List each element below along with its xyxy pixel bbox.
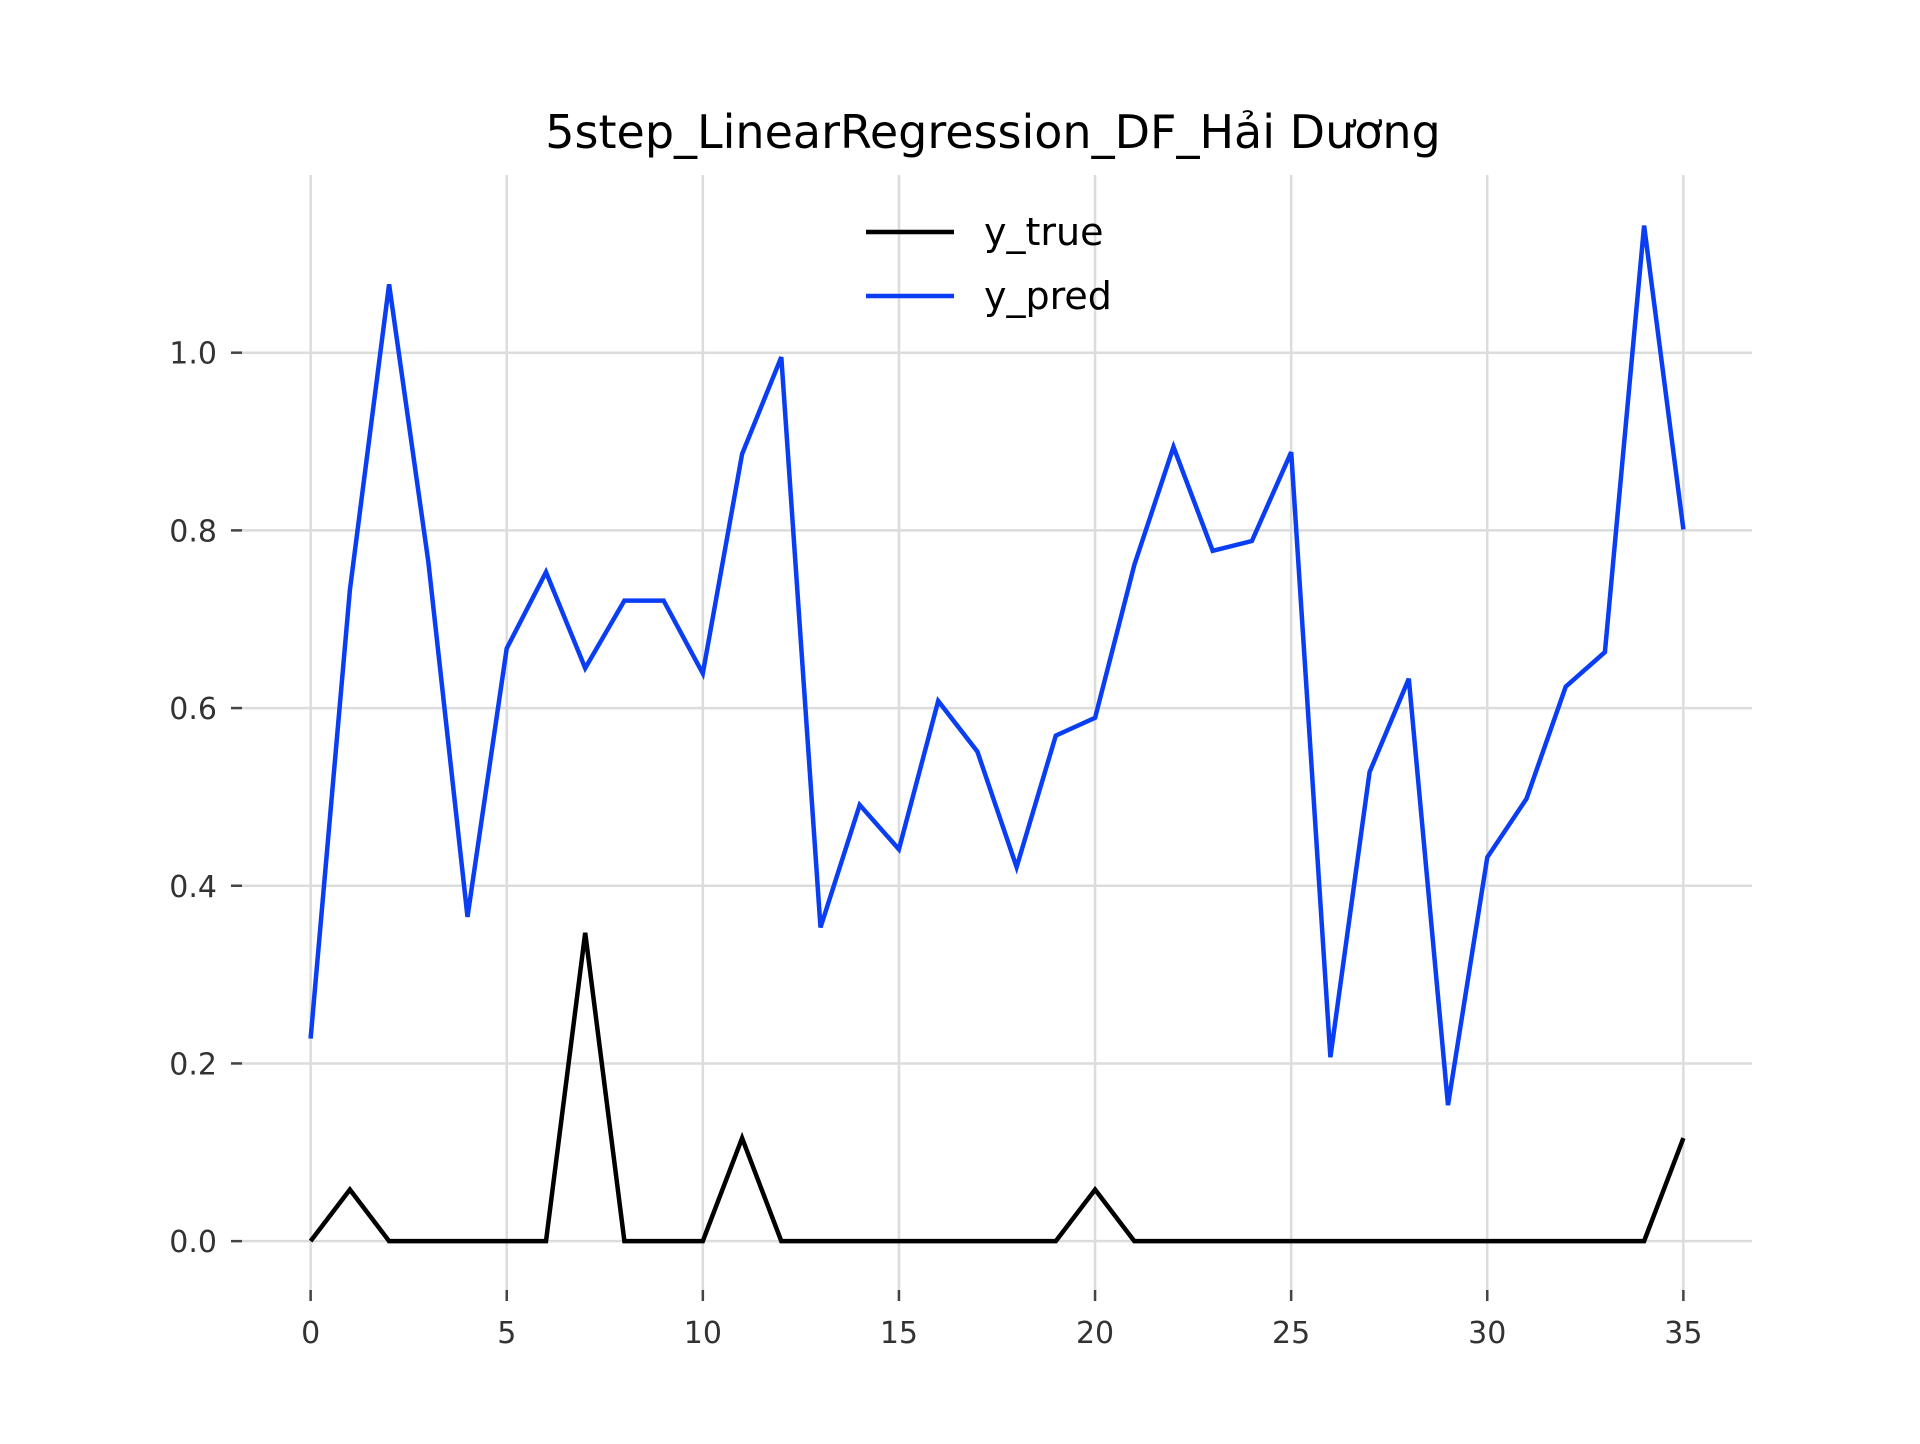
x-tick-label: 20 <box>1076 1316 1114 1351</box>
x-tick-label: 0 <box>301 1316 320 1351</box>
y-tick-label: 0.6 <box>169 692 217 727</box>
legend-label-y-pred: y_pred <box>984 274 1112 318</box>
series-line-y-true <box>308 932 1686 1244</box>
legend-label-y-true: y_true <box>984 210 1103 254</box>
grid <box>242 175 1752 1290</box>
x-tick-label: 10 <box>684 1316 722 1351</box>
chart-title: 5step_LinearRegression_DF_Hải Dương <box>545 105 1440 159</box>
series-lines <box>308 225 1686 1244</box>
series-line-y-pred <box>308 225 1686 1106</box>
y-tick-label: 0.0 <box>169 1225 217 1260</box>
x-tick-label: 25 <box>1272 1316 1310 1351</box>
x-tick-label: 35 <box>1664 1316 1702 1351</box>
x-tick-label: 30 <box>1468 1316 1506 1351</box>
legend: y_true y_pred <box>866 210 1112 318</box>
x-tick-label: 5 <box>497 1316 516 1351</box>
axes: 0 5 10 15 20 25 30 35 0.0 0.2 0.4 0.6 0.8 1.0 <box>169 337 1702 1351</box>
y-tick-label: 0.8 <box>169 514 217 549</box>
y-tick-label: 1.0 <box>169 337 217 372</box>
y-tick-label: 0.2 <box>169 1047 217 1082</box>
x-tick-label: 15 <box>880 1316 918 1351</box>
y-tick-label: 0.4 <box>169 870 217 905</box>
